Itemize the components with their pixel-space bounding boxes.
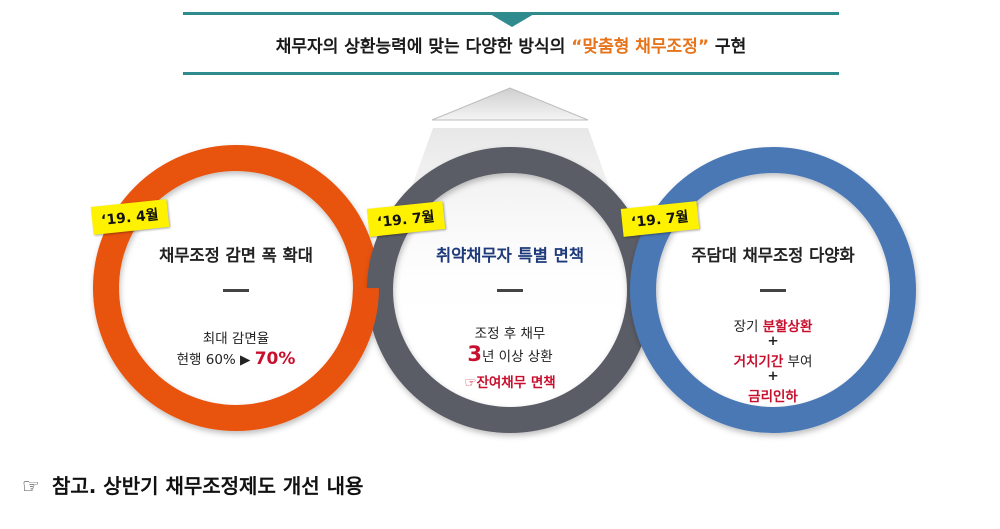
ring-left-highlight: 70% xyxy=(254,349,296,369)
ring-left xyxy=(93,145,379,431)
ring-right xyxy=(630,147,916,433)
ring-right-line1: 장기 분할상환 xyxy=(673,315,873,335)
ring-middle-line3: ☞잔여채무 면책 xyxy=(410,371,610,391)
ring-middle-divider xyxy=(497,289,523,292)
ring-right-line3: 금리인하 xyxy=(673,385,873,405)
footnote: ☞ 참고. 상반기 채무조정제도 개선 내용 xyxy=(22,470,363,499)
ring-right-plus1: + xyxy=(767,333,779,349)
ring-right-highlight-2: 거치기간 xyxy=(733,354,784,370)
ring-right-divider xyxy=(760,289,786,292)
ring-right-plus2: + xyxy=(767,368,779,384)
pointing-hand-icon: ☞ xyxy=(22,474,40,498)
ring-middle-big-number: 3 xyxy=(467,342,482,366)
ring-left-line1: 최대 감면율 xyxy=(202,331,270,347)
ring-right-line1-prefix: 장기 xyxy=(733,319,763,335)
ring-middle-line1: 조정 후 채무 xyxy=(474,326,546,342)
ring-right-title: 주담대 채무조정 다양화 xyxy=(691,246,855,265)
ring-middle-title: 취약채무자 특별 면책 xyxy=(435,246,585,265)
header-title: 채무자의 상환능력에 맞는 다양한 방식의 “맞춤형 채무조정” 구현 xyxy=(183,32,839,57)
ring-left-title: 채무조정 감면 폭 확대 xyxy=(159,246,313,265)
header-highlight: “맞춤형 채무조정” xyxy=(571,37,710,57)
ring-right-highlight-3: 금리인하 xyxy=(748,389,798,405)
header-text-after: 구현 xyxy=(709,37,747,57)
ring-right-line2: 거치기간 부여 xyxy=(673,350,873,370)
pointing-hand-icon: ☞ xyxy=(464,375,477,391)
header-bottom-line xyxy=(183,72,839,75)
ring-right-highlight-1: 분할상환 xyxy=(762,319,813,335)
ring-left-line2: 현행 60% ▶ 70% xyxy=(136,348,336,369)
header-text-before: 채무자의 상환능력에 맞는 다양한 방식의 xyxy=(275,37,572,57)
ring-left-line2-prefix: 현행 60% ▶ xyxy=(176,352,255,368)
header-top-line xyxy=(183,12,839,15)
ring-left-divider xyxy=(223,289,249,292)
pointer-triangle xyxy=(431,87,589,121)
header-notch xyxy=(490,14,534,27)
ring-middle-highlight: 잔여채무 면책 xyxy=(476,375,556,391)
footnote-text: 참고. 상반기 채무조정제도 개선 내용 xyxy=(51,474,364,498)
ring-right-line2-suffix: 부여 xyxy=(783,354,813,370)
ring-left-overlap xyxy=(340,287,379,352)
ring-middle-line2: 3년 이상 상환 xyxy=(410,342,610,366)
ring-middle-line2-rest: 년 이상 상환 xyxy=(481,349,553,365)
